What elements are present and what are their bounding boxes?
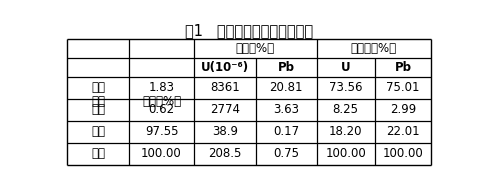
Text: 22.01: 22.01 <box>386 125 420 138</box>
Text: 品位（%）: 品位（%） <box>236 42 275 55</box>
Text: 20.81: 20.81 <box>270 81 303 94</box>
Text: 8.25: 8.25 <box>332 103 359 116</box>
Text: 产率（%）: 产率（%） <box>142 95 181 108</box>
Text: 18.20: 18.20 <box>329 125 362 138</box>
Text: 回收率（%）: 回收率（%） <box>351 42 397 55</box>
Text: Pb: Pb <box>395 61 412 74</box>
Text: 0.62: 0.62 <box>148 103 174 116</box>
Text: 100.00: 100.00 <box>325 147 366 160</box>
Text: 38.9: 38.9 <box>212 125 238 138</box>
Text: 表1   重介旋流器分选试验结果: 表1 重介旋流器分选试验结果 <box>185 23 313 38</box>
Text: 2774: 2774 <box>210 103 240 116</box>
Text: 75.01: 75.01 <box>386 81 420 94</box>
Text: 1.83: 1.83 <box>149 81 174 94</box>
Text: 0.17: 0.17 <box>273 125 299 138</box>
Text: 2.99: 2.99 <box>390 103 416 116</box>
Text: 100.00: 100.00 <box>382 147 423 160</box>
Text: 0.75: 0.75 <box>273 147 299 160</box>
Text: 3.63: 3.63 <box>273 103 299 116</box>
Text: Pb: Pb <box>278 61 295 74</box>
Text: 208.5: 208.5 <box>208 147 242 160</box>
Text: 97.55: 97.55 <box>145 125 178 138</box>
Text: 73.56: 73.56 <box>329 81 362 94</box>
Text: 给矿: 给矿 <box>91 147 105 160</box>
Text: U(10⁻⁶): U(10⁻⁶) <box>201 61 249 74</box>
Text: 中矿: 中矿 <box>91 103 105 116</box>
Text: 尾矿: 尾矿 <box>91 125 105 138</box>
Text: 8361: 8361 <box>210 81 240 94</box>
Text: U: U <box>341 61 350 74</box>
Text: 100.00: 100.00 <box>141 147 182 160</box>
Text: 精矿: 精矿 <box>91 81 105 94</box>
Text: 产品: 产品 <box>91 95 105 108</box>
